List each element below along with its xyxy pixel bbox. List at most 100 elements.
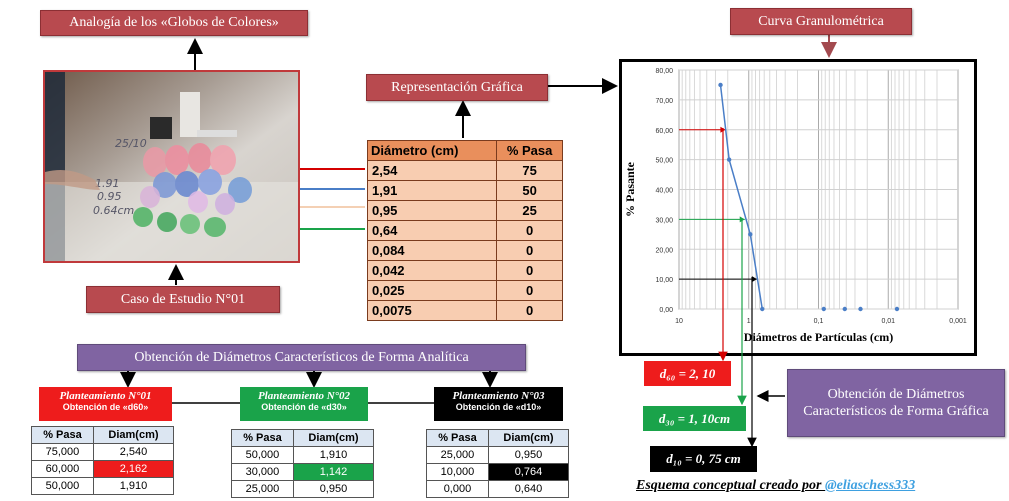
plan-1-table: % Pasa Diam(cm) 75,000 2,540 60,000 2,162 50,0… xyxy=(31,426,175,495)
footer-handle-link[interactable]: @eliaschess333 xyxy=(825,478,916,493)
footer-text: Esquema conceptual creado por xyxy=(636,478,825,493)
representacion-title-text: Representación Gráfica xyxy=(391,79,523,95)
blue-balloons xyxy=(153,169,252,203)
y-tick-label: 40,00 xyxy=(655,188,673,195)
pass-cell: 0 xyxy=(496,220,563,241)
y-tick-label: 60,00 xyxy=(655,128,673,135)
guide-arrowhead xyxy=(751,276,757,283)
small-table-header: % Pasa xyxy=(31,426,94,444)
representacion-title: Representación Gráfica xyxy=(366,74,548,101)
small-diam-cell: 0,950 xyxy=(292,480,375,498)
y-tick-label: 70,00 xyxy=(655,98,673,105)
small-table-header-row: % Pasa Diam(cm) xyxy=(426,429,570,447)
x-axis-label: Diámetros de Partículas (cm) xyxy=(744,330,893,344)
small-pass-cell: 0,000 xyxy=(426,480,489,498)
data-point xyxy=(842,306,847,312)
main-table-row: 0,0075 0 xyxy=(366,300,563,321)
pass-cell: 0 xyxy=(496,260,563,281)
small-pass-cell: 50,000 xyxy=(31,477,94,495)
small-table-row: 30,000 1,142 xyxy=(231,463,375,481)
plan-2-title: Planteamiento N°02 xyxy=(257,390,351,402)
curva-title-text: Curva Granulométrica xyxy=(758,13,884,29)
plan-2-table: % Pasa Diam(cm) 50,000 1,910 30,000 1,142 25,0… xyxy=(231,429,375,498)
small-table-row: 10,000 0,764 xyxy=(426,463,570,481)
caso-title-text: Caso de Estudio N°01 xyxy=(120,291,246,307)
plan-3-table: % Pasa Diam(cm) 25,000 0,950 10,000 0,764 0,00… xyxy=(426,429,570,498)
footer-credit: Esquema conceptual creado por @eliasches… xyxy=(636,478,915,494)
grafica-title-text: Obtención de Diámetros Característicos d… xyxy=(803,387,989,419)
small-table-row: 0,000 0,640 xyxy=(426,480,570,498)
pass-cell: 0 xyxy=(496,300,563,321)
small-diam-cell: 2,540 xyxy=(92,443,175,461)
main-table-row: 0,025 0 xyxy=(366,280,563,301)
pass-cell: 75 xyxy=(496,160,563,181)
y-tick-label: 80,00 xyxy=(655,68,673,75)
small-table-header: Diam(cm) xyxy=(92,426,175,444)
small-pass-cell: 60,000 xyxy=(31,460,94,478)
data-point xyxy=(718,82,723,88)
plan-2-box: Planteamiento N°02 Obtención de «d30» xyxy=(240,387,368,421)
x-tick-label: 10 xyxy=(675,318,683,325)
small-table-row: 60,000 2,162 xyxy=(31,460,175,478)
diameter-cell: 2,54 xyxy=(366,160,498,181)
handwriting-line-1: 25/10 xyxy=(115,137,147,150)
plan-2-subtitle: Obtención de «d30» xyxy=(261,402,347,412)
main-table-body: 2,54 75 1,91 50 0,95 25 0,64 0 0,084 0 0,042 0 0,025… xyxy=(366,160,563,321)
diameter-cell: 0,025 xyxy=(366,280,498,301)
green-balloons xyxy=(133,207,226,237)
x-tick-label: 0,001 xyxy=(949,318,967,325)
diameter-cell: 0,64 xyxy=(366,220,498,241)
small-diam-cell: 1,910 xyxy=(92,477,175,495)
main-table-header: Diámetro (cm) xyxy=(366,140,498,161)
data-point xyxy=(821,306,826,312)
small-table-header-row: % Pasa Diam(cm) xyxy=(231,429,375,447)
small-pass-cell: 25,000 xyxy=(231,480,294,498)
analitica-title: Obtención de Diámetros Característicos d… xyxy=(77,344,526,371)
data-point xyxy=(894,306,900,312)
y-tick-label: 50,00 xyxy=(655,158,673,165)
d30-result: d₃₀ = 1, 10cm xyxy=(643,406,746,431)
plan-1-subtitle: Obtención de «d60» xyxy=(62,402,149,412)
handwriting-line-3: 0.95 xyxy=(97,190,122,203)
small-table-row: 25,000 0,950 xyxy=(426,446,570,464)
pass-cell: 25 xyxy=(496,200,563,221)
small-pass-cell: 75,000 xyxy=(31,443,94,461)
plan-1-box: Planteamiento N°01 Obtención de «d60» xyxy=(39,387,172,421)
handwriting-line-4: 0.64cm xyxy=(93,204,134,217)
pass-cell: 0 xyxy=(496,240,563,261)
diameter-cell: 0,95 xyxy=(366,200,498,221)
small-table-header: Diam(cm) xyxy=(487,429,570,447)
handwriting: 25/10 1.91 0.95 0.64cm xyxy=(93,137,147,217)
small-table-header-row: % Pasa Diam(cm) xyxy=(31,426,175,444)
diameter-cell: 1,91 xyxy=(366,180,498,201)
small-table-header: Diam(cm) xyxy=(292,429,375,447)
small-pass-cell: 50,000 xyxy=(231,446,294,464)
y-tick-label: 10,00 xyxy=(655,277,673,284)
small-diam-cell: 1,910 xyxy=(292,446,375,464)
pass-cell: 50 xyxy=(496,180,563,201)
plan-3-subtitle: Obtención de «d10» xyxy=(455,402,542,412)
balloons-photo: 25/10 1.91 0.95 0.64cm xyxy=(43,70,300,263)
curva-title: Curva Granulométrica xyxy=(730,8,912,35)
small-table-row: 75,000 2,540 xyxy=(31,443,175,461)
d10-result-text: d₁₀ = 0, 75 cm xyxy=(666,451,741,466)
plan-3-box: Planteamiento N°03 Obtención de «d10» xyxy=(434,387,563,421)
small-table-row: 25,000 0,950 xyxy=(231,480,375,498)
main-table-row: 0,084 0 xyxy=(366,240,563,261)
small-diam-cell: 0,640 xyxy=(487,480,570,498)
pink-balloons xyxy=(143,143,236,177)
analitica-title-text: Obtención de Diámetros Característicos d… xyxy=(134,349,469,365)
x-tick-label: 1 xyxy=(747,318,751,325)
diameter-cell: 0,084 xyxy=(366,240,498,261)
y-axis-label: % Pasante xyxy=(623,161,637,217)
caso-title: Caso de Estudio N°01 xyxy=(86,286,280,313)
main-table-row: 0,042 0 xyxy=(366,260,563,281)
small-diam-cell: 2,162 xyxy=(92,460,175,478)
main-table-row: 1,91 50 xyxy=(366,180,563,201)
d60-result: d₆₀ = 2, 10 xyxy=(644,361,731,386)
main-table-header: % Pasa xyxy=(496,140,563,161)
main-table-row: 0,95 25 xyxy=(366,200,563,221)
data-point xyxy=(858,306,863,312)
small-pass-cell: 25,000 xyxy=(426,446,489,464)
diameter-cell: 0,0075 xyxy=(366,300,498,321)
